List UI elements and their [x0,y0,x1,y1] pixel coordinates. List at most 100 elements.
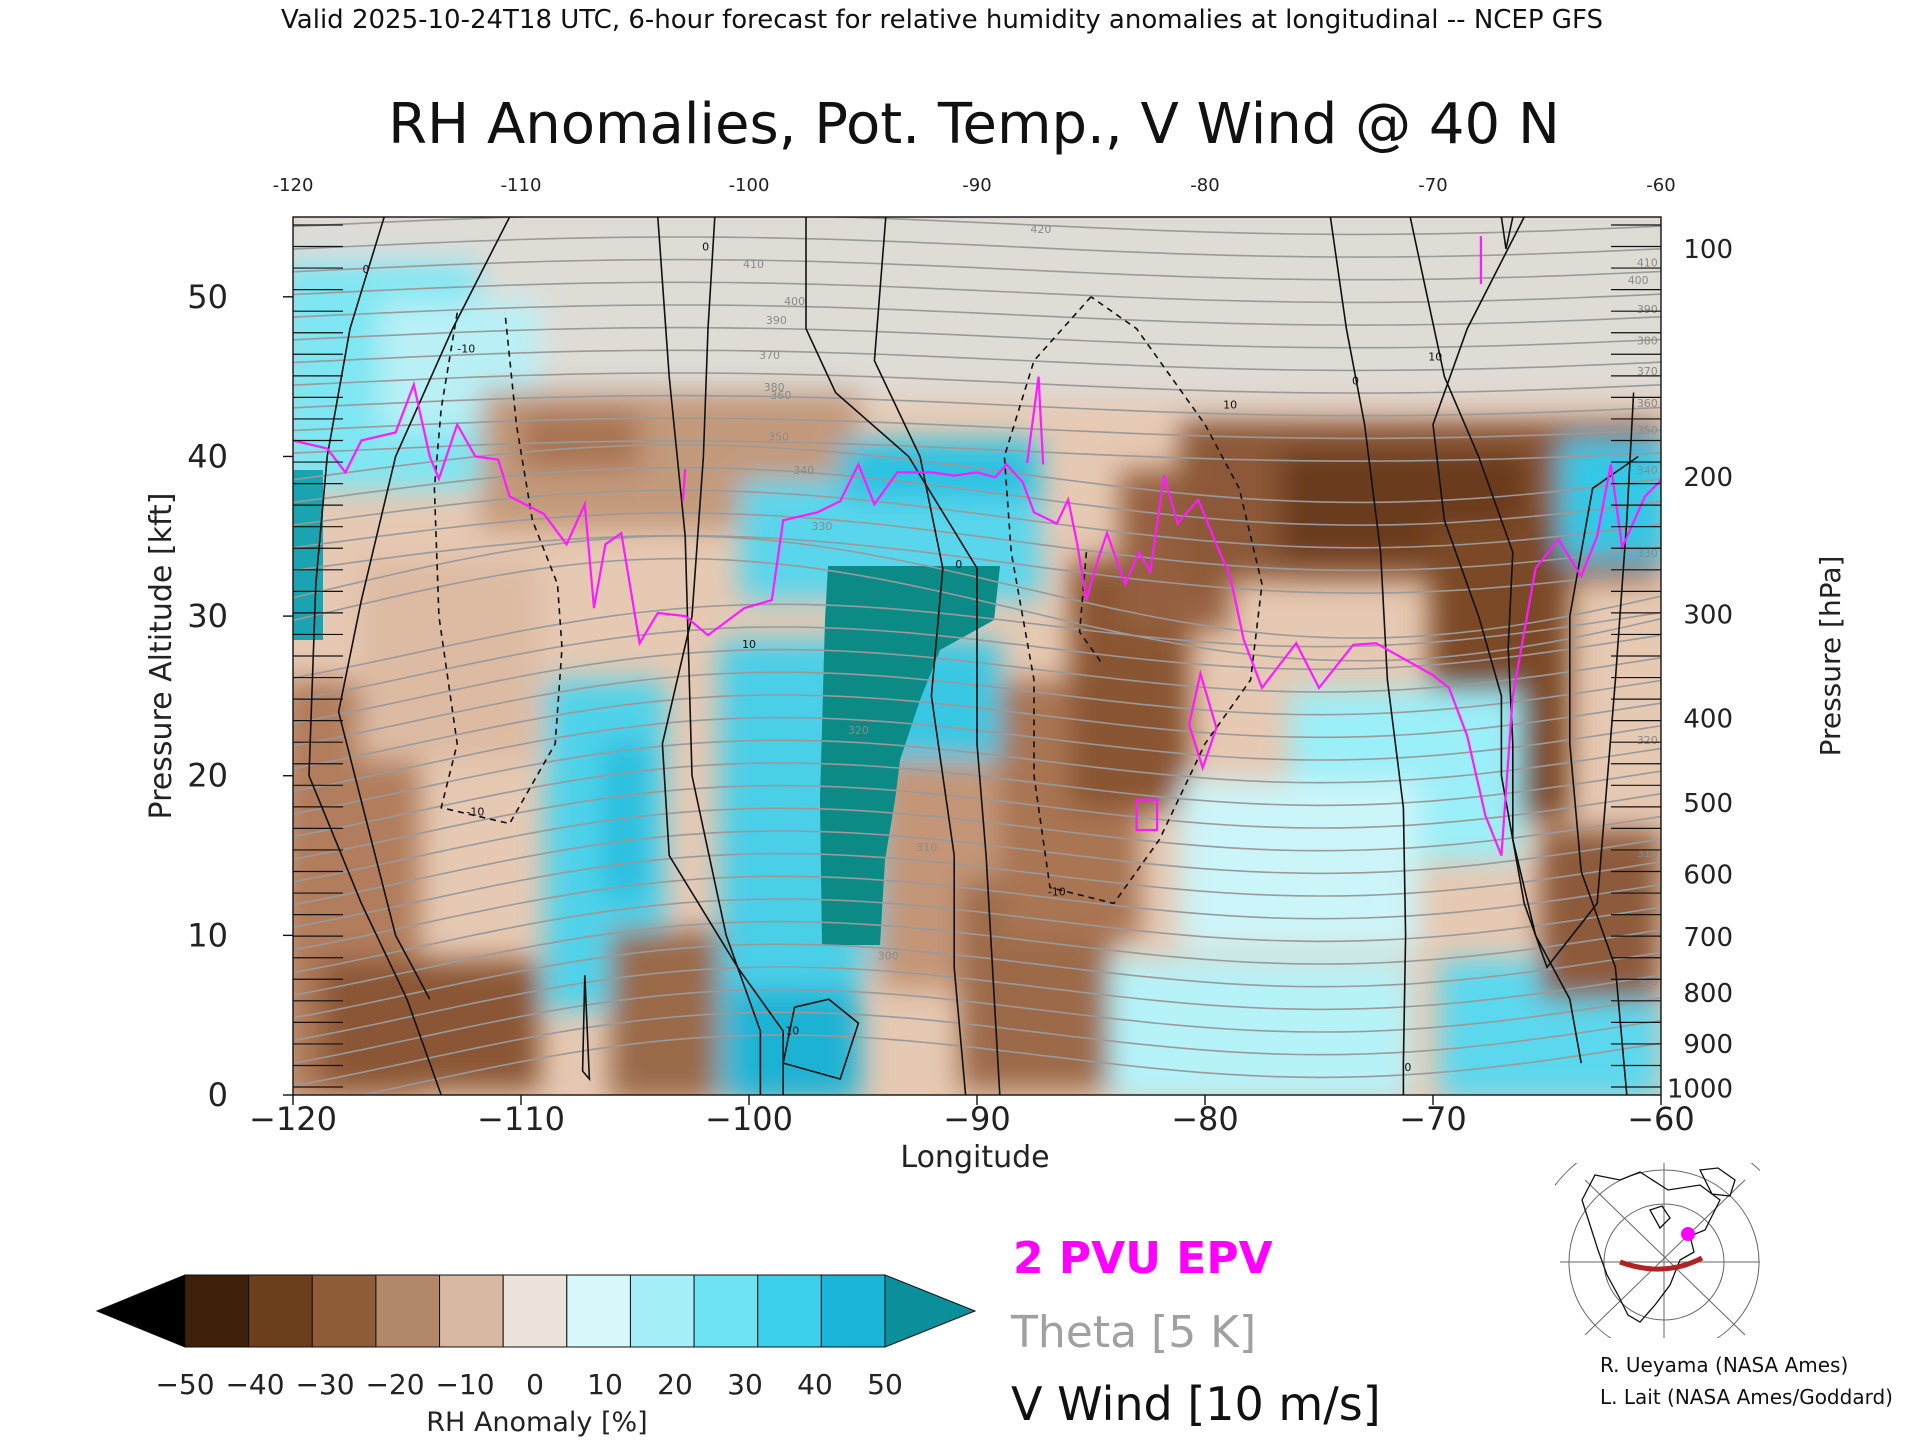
theta-contour-label: 360 [770,389,791,402]
top-tick-label: -70 [1418,175,1447,196]
theta-contour-label: 400 [784,295,805,308]
colorbar-tick-label: −20 [365,1368,424,1401]
vwind-contour [1409,217,1582,1064]
colorbar-tick-label: 40 [797,1368,833,1401]
top-tick-label: -100 [729,175,770,196]
vwind-contour [1569,455,1639,1095]
vwind-contour-label: 0 [1352,375,1359,388]
y-tick-label: 40 [187,437,228,475]
colorbar: −50 −40 −30 −20 −10 0 10 20 30 40 50 [95,1274,977,1401]
colorbar-label: RH Anomaly [%] [426,1407,647,1438]
y-tick-label: 0 [208,1076,228,1114]
top-tick-label: -90 [962,175,991,196]
vwind-contour-label: -10 [457,343,475,356]
x-tick-label: −120 [249,1100,337,1138]
vwind-contour-label: 0 [702,241,709,254]
theta-isoline [293,217,1661,236]
theta-contour-label: 350 [768,430,789,443]
vwind-contour-label: 10 [742,638,756,651]
theta-isoline [293,466,1661,526]
theta-isoline [357,1034,1661,1095]
credit-line-2: L. Lait (NASA Ames/Goddard) [1600,1385,1893,1409]
colorbar-tick-label: −10 [435,1368,494,1401]
legend-epv: 2 PVU EPV [1013,1233,1273,1284]
colorbar-swatch [248,1274,313,1348]
theta-contour-label: 410 [743,258,764,271]
x-tick-label: −80 [1171,1100,1239,1138]
theta-isoline [293,988,1661,1064]
colorbar-swatch [820,1274,886,1348]
theta-contour-label: 420 [1030,223,1051,236]
colorbar-swatch [629,1274,695,1348]
credit-line-1: R. Ueyama (NASA Ames) [1600,1353,1848,1377]
pvu-segment [681,469,687,502]
vwind-contour-label: 10 [785,1024,799,1037]
theta-contour-label: 360 [1637,397,1658,410]
theta-isoline [293,258,1661,281]
theta-isoline [293,807,1661,883]
pressure-tick-label: 800 [1683,979,1733,1009]
vwind-contour [661,217,784,1095]
pressure-tick-label: 400 [1683,704,1733,734]
top-tick-label: -80 [1190,175,1219,196]
colorbar-tick-label: 0 [526,1368,544,1401]
theta-isoline [293,830,1661,906]
vwind-contour-label: 0 [955,558,962,571]
theta-contour-label: 370 [1637,365,1658,378]
theta-contour-label: 340 [1637,464,1658,477]
theta-isoline [293,784,1661,860]
theta-contour-label: 350 [1637,424,1658,437]
vwind-contour [1329,217,1407,1095]
theta-isoline [293,943,1661,1019]
theta-contour-label: 390 [766,314,787,327]
y-tick-label: 30 [187,597,228,635]
valid-time-line: Valid 2025-10-24T18 UTC, 6-hour forecast… [281,5,1603,35]
theta-contour-label: 310 [916,841,937,854]
pvu-contour [293,236,1661,856]
x-tick-label: −90 [943,1100,1011,1138]
legend-vwind: V Wind [10 m/s] [1011,1377,1381,1431]
theta-contour-label: 400 [1628,274,1649,287]
theta-contour-label: 370 [759,349,780,362]
theta-isoline [293,489,1661,549]
pressure-tick-label: 200 [1683,463,1733,493]
theta-isoline [293,1011,1661,1087]
colorbar-high-arrow [884,1274,977,1348]
y-tick-label: 50 [187,278,228,316]
legend-theta: Theta [5 K] [1010,1307,1256,1358]
theta-isoline [293,326,1661,349]
colorbar-tick-label: 10 [587,1368,623,1401]
theta-contour-label: 300 [878,949,899,962]
top-tick-label: -120 [273,175,314,196]
colorbar-tick-label: −50 [155,1368,214,1401]
colorbar-swatch [757,1274,822,1348]
x-tick-label: −60 [1627,1100,1695,1138]
vwind-contour-label: 10 [1223,399,1237,412]
theta-contours [293,217,1661,1095]
colorbar-swatch [375,1274,441,1348]
colorbar-tick-label: 30 [727,1368,763,1401]
cross-section-line [1619,1255,1704,1272]
theta-isoline [293,920,1661,996]
theta-contour-label: 410 [1637,256,1658,269]
pvu-line [293,380,1661,856]
vwind-contour [1500,217,1514,250]
vwind-contour-label: -10 [466,806,484,819]
theta-contour-label: 300 [1637,975,1658,988]
top-tick-label: -60 [1646,175,1675,196]
theta-contour-label: 380 [1637,335,1658,348]
theta-isoline [293,852,1661,928]
location-marker [1681,1227,1695,1241]
locator-map [1555,1163,1760,1338]
vwind-contour [308,217,442,1095]
theta-contour-label: 340 [793,464,814,477]
theta-contour-label: 320 [1637,734,1658,747]
rh-anomaly-field [293,217,1661,1095]
colorbar-swatch [311,1274,377,1348]
vwind-contour [1432,217,1635,969]
vwind-contour-label: 10 [1428,351,1442,364]
theta-contour-label: 380 [764,381,785,394]
y2-axis-title: Pressure [hPa] [1814,556,1847,757]
vwind-contour [337,217,511,1000]
